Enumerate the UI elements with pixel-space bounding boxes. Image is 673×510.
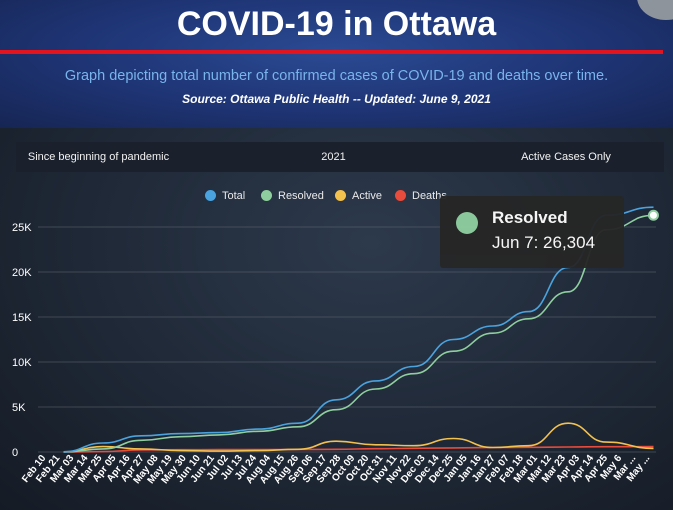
legend-dot-active [335,190,346,201]
y-tick-label: 10K [12,357,32,369]
total-line [63,206,654,453]
legend-dot-deaths [395,190,406,201]
tooltip-series-name: Resolved [492,208,568,227]
header-banner: COVID-19 in Ottawa Graph depicting total… [0,0,673,128]
tab-since-beginning[interactable]: Since beginning of pandemic [27,151,170,163]
tab-2021[interactable]: 2021 [321,151,346,163]
resolved-highlight-point [647,209,659,221]
legend-dot-resolved [261,190,272,201]
chart-tooltip: Resolved Jun 7: 26,304 [440,196,624,268]
subtitle: Graph depicting total number of confirme… [64,68,609,84]
resolved-line [63,214,654,453]
y-tick-label: 20K [12,267,32,279]
tooltip-series-dot [456,212,478,234]
y-tick-label: 5K [12,402,26,414]
legend-dot-total [205,190,216,201]
y-tick-label: 15K [12,312,32,324]
legend-label-total: Total [222,190,246,202]
legend-item-deaths[interactable]: Deaths [395,188,447,204]
title-underline [0,50,663,54]
legend-label-deaths: Deaths [412,190,447,202]
source-line: Source: Ottawa Public Health -- Updated:… [182,92,491,106]
legend-item-total[interactable]: Total [205,188,245,204]
legend-item-active[interactable]: Active [335,188,382,204]
tab-active-cases-only[interactable]: Active Cases Only [521,151,611,163]
tooltip-value: Jun 7: 26,304 [492,233,596,252]
page-title: COVID-19 in Ottawa [176,5,497,43]
legend-item-resolved[interactable]: Resolved [261,188,324,204]
y-tick-label: 0 [12,447,18,459]
legend-label-resolved: Resolved [278,190,324,202]
y-tick-label: 25K [12,222,32,234]
range-tabs: Since beginning of pandemic 2021 Active … [16,142,664,172]
legend-label-active: Active [352,190,382,202]
active-line [63,422,654,453]
